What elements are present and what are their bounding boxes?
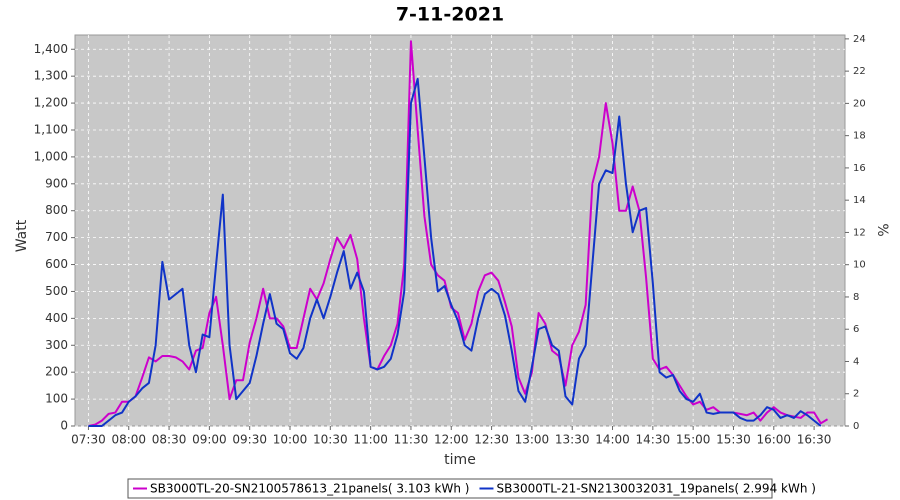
y-tick-label: 1,300 xyxy=(34,69,68,83)
y-axis-title: Watt xyxy=(14,219,30,252)
x-tick-label: 13:30 xyxy=(555,433,590,447)
y2-tick-label: 18 xyxy=(853,131,866,142)
y-tick-label: 1,200 xyxy=(34,96,68,110)
y-tick-label: 700 xyxy=(45,230,68,244)
x-tick-label: 09:00 xyxy=(192,433,227,447)
x-tick-label: 16:30 xyxy=(797,433,832,447)
x-tick-label: 15:30 xyxy=(716,433,751,447)
y-tick-label: 1,400 xyxy=(34,42,68,56)
chart-title: 7-11-2021 xyxy=(396,4,504,26)
x-tick-label: 12:00 xyxy=(434,433,469,447)
y2-tick-label: 4 xyxy=(853,356,859,367)
y2-tick-label: 2 xyxy=(853,389,859,400)
y-tick-label: 900 xyxy=(45,176,68,190)
y2-tick-label: 8 xyxy=(853,292,859,303)
x-tick-label: 14:00 xyxy=(595,433,630,447)
y2-tick-label: 6 xyxy=(853,324,859,335)
y2-tick-label: 22 xyxy=(853,66,866,77)
y-tick-label: 500 xyxy=(45,284,68,298)
x-tick-label: 16:00 xyxy=(756,433,791,447)
legend-label: SB3000TL-20-SN2100578613_21panels( 3.103… xyxy=(150,482,469,496)
y-tick-label: 400 xyxy=(45,311,68,325)
x-tick-label: 07:30 xyxy=(71,433,106,447)
series-line xyxy=(88,77,822,427)
y2-tick-label: 20 xyxy=(853,98,866,109)
y2-tick-label: 16 xyxy=(853,163,866,174)
y-tick-label: 0 xyxy=(60,419,68,433)
y2-tick-label: 12 xyxy=(853,227,866,238)
y-tick-label: 200 xyxy=(45,365,68,379)
x-tick-label: 08:30 xyxy=(152,433,187,447)
y2-tick-label: 0 xyxy=(853,421,859,432)
y2-tick-label: 10 xyxy=(853,260,866,271)
y2-tick-label: 24 xyxy=(853,34,866,45)
x-tick-label: 14:30 xyxy=(636,433,671,447)
x-tick-label: 10:00 xyxy=(273,433,308,447)
y-tick-label: 1,000 xyxy=(34,149,68,163)
y-tick-label: 1,100 xyxy=(34,122,68,136)
y-tick-label: 800 xyxy=(45,203,68,217)
x-tick-label: 11:00 xyxy=(353,433,388,447)
x-tick-label: 15:00 xyxy=(676,433,711,447)
legend xyxy=(127,478,773,499)
x-axis-title: time xyxy=(444,452,476,468)
x-tick-label: 13:00 xyxy=(515,433,550,447)
y2-tick-label: 14 xyxy=(853,195,866,206)
y-tick-label: 300 xyxy=(45,338,68,352)
y-tick-label: 600 xyxy=(45,257,68,271)
legend-label: SB3000TL-21-SN2130032031_19panels( 2.994… xyxy=(496,482,815,496)
x-tick-label: 10:30 xyxy=(313,433,348,447)
x-tick-label: 11:30 xyxy=(394,433,429,447)
x-tick-label: 08:00 xyxy=(111,433,146,447)
y2-axis-title: % xyxy=(874,223,890,236)
x-tick-label: 12:30 xyxy=(474,433,509,447)
plot-area xyxy=(74,34,846,427)
x-tick-label: 09:30 xyxy=(232,433,267,447)
y-tick-label: 100 xyxy=(45,392,68,406)
